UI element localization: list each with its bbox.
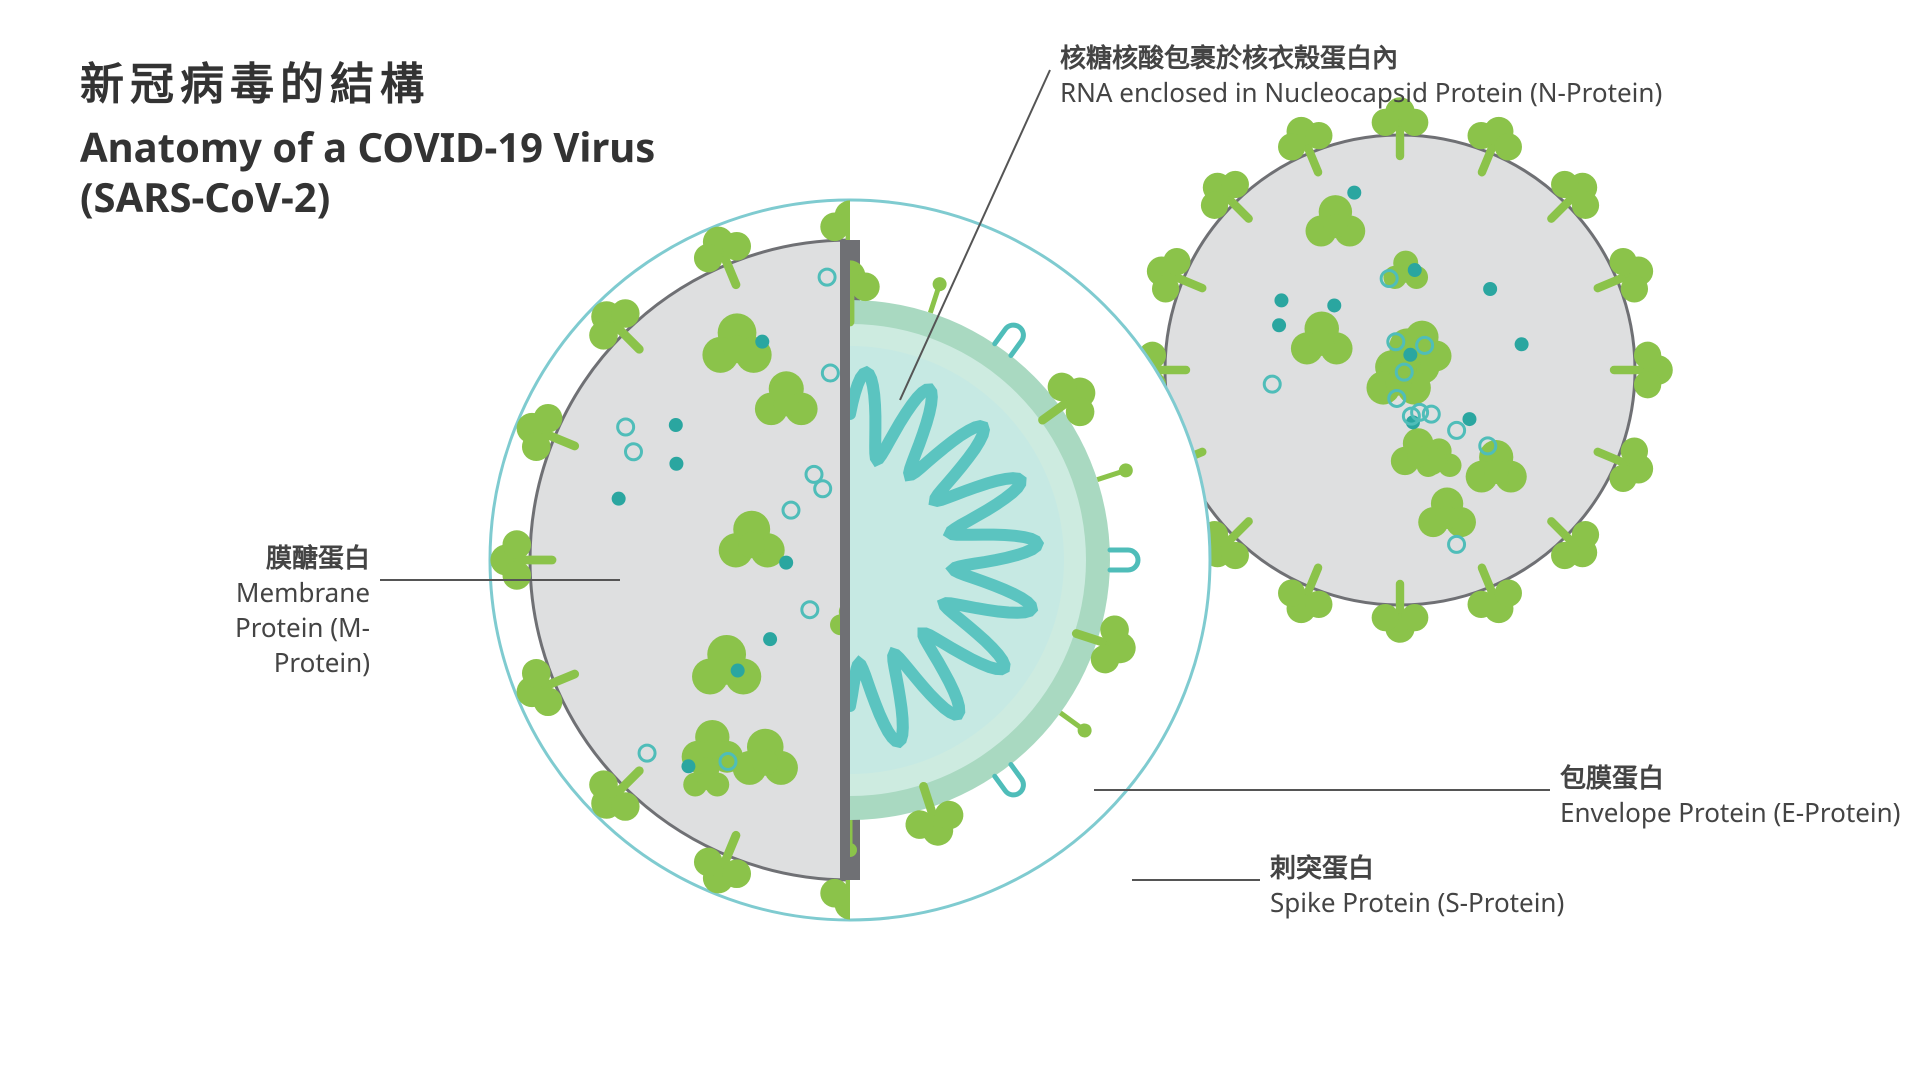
- main-virus: [490, 200, 1210, 920]
- label-rna: 核糖核酸包裹於核衣殼蛋白內 RNA enclosed in Nucleocaps…: [1060, 40, 1662, 110]
- label-membrane: 膜醣蛋白 Membrane Protein (M-Protein): [160, 540, 370, 680]
- label-envelope: 包膜蛋白 Envelope Protein (E-Protein): [1560, 760, 1900, 830]
- label-spike: 刺突蛋白 Spike Protein (S-Protein): [1270, 850, 1564, 920]
